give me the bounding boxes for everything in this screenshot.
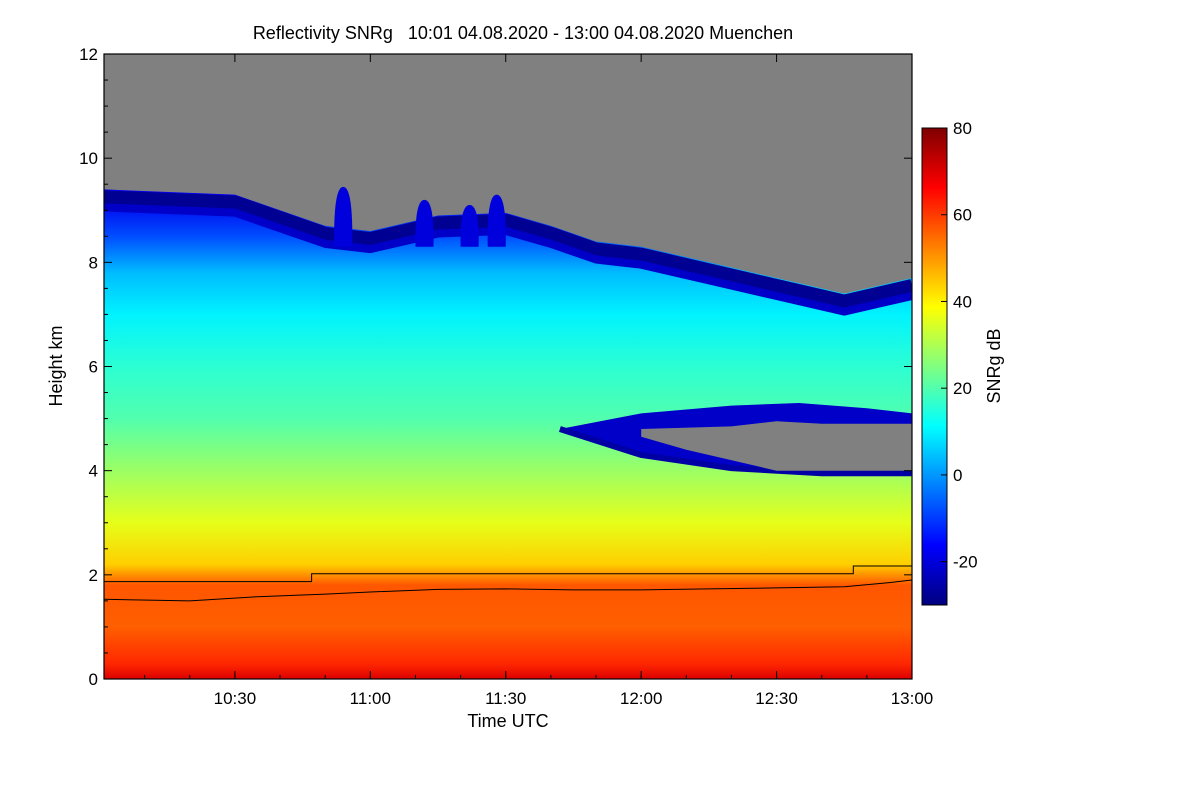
colorbar-scale — [921, 127, 948, 606]
colorbar-tick-label: 0 — [953, 466, 962, 485]
x-tick-label: 12:30 — [755, 689, 798, 708]
y-axis: 0 2 4 6 8 10 12 — [79, 45, 912, 689]
x-tick-label: 11:00 — [350, 689, 391, 708]
x-axis-label: Time UTC — [467, 711, 548, 731]
y-tick-label: 12 — [79, 45, 98, 64]
clear-gap-lower-edge — [558, 426, 912, 477]
colorbar-ticks: -20 0 20 40 60 80 — [941, 119, 978, 572]
y-tick-label: 2 — [89, 566, 98, 585]
y-tick-label: 8 — [89, 253, 98, 272]
colorbar-tick-label: 20 — [953, 379, 972, 398]
y-axis-label: Height km — [46, 325, 66, 406]
x-tick-label: 12:00 — [620, 689, 663, 708]
y-tick-label: 4 — [89, 462, 98, 481]
colorbar-tick-label: 80 — [953, 119, 972, 138]
cloud-top-edge — [104, 186, 912, 316]
echo-top-peak — [334, 186, 353, 247]
line-series-group — [104, 565, 912, 602]
colorbar-tick-label: 40 — [953, 292, 972, 311]
echo-top-peak — [487, 194, 506, 247]
colorbar: -20 0 20 40 60 80 SNRg dB — [921, 119, 1004, 606]
echo-top-peak — [415, 199, 434, 247]
no-signal-region-gap — [641, 421, 912, 471]
line-series-2 — [104, 579, 912, 602]
colorbar-label: SNRg dB — [984, 328, 1004, 403]
y-tick-label: 6 — [89, 358, 98, 377]
echo-top-peak — [460, 205, 479, 247]
no-signal-region-upper — [104, 54, 912, 294]
line-series-1 — [104, 565, 912, 583]
colorbar-tick-label: -20 — [953, 553, 978, 572]
x-tick-label: 13:00 — [891, 689, 934, 708]
x-tick-label: 11:30 — [485, 689, 526, 708]
y-tick-label: 10 — [79, 149, 98, 168]
y-tick-label: 0 — [89, 670, 98, 689]
x-axis: 10:30 11:00 11:30 12:00 12:30 13:00 — [144, 54, 934, 708]
plot-area — [104, 54, 912, 679]
chart-title: Reflectivity SNRg 10:01 04.08.2020 - 13:… — [253, 23, 793, 43]
colorbar-tick-label: 60 — [953, 206, 972, 225]
x-tick-label: 10:30 — [214, 689, 257, 708]
